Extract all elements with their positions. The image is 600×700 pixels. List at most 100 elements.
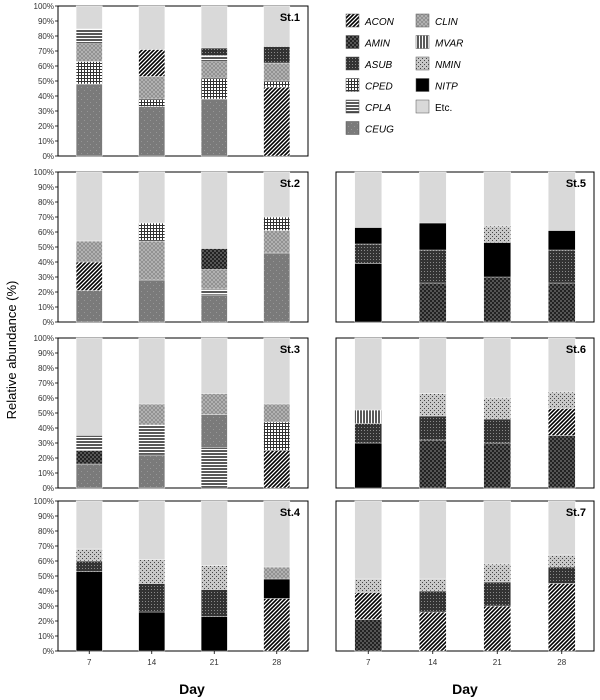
bar-segment-ceug xyxy=(138,279,166,323)
bar-segment-asub xyxy=(483,581,511,607)
bar-segment-cpla xyxy=(138,424,166,456)
y-tick-label: 70% xyxy=(38,213,54,222)
bar-segment-nmin xyxy=(483,225,511,243)
bar-segment-nmin xyxy=(548,391,576,409)
bar-segment-cped xyxy=(75,61,103,85)
bar-segment-nitp xyxy=(483,242,511,278)
bar-segment-amin xyxy=(200,248,228,270)
y-tick-label: 70% xyxy=(38,379,54,388)
legend-label: CPLA xyxy=(365,103,391,114)
x-axis-title-left: Day xyxy=(179,681,205,697)
y-tick-label: 60% xyxy=(38,228,54,237)
y-tick-label: 30% xyxy=(38,107,54,116)
bar-segment-acon xyxy=(75,261,103,291)
bar-segment-amin xyxy=(419,282,447,323)
legend-swatch xyxy=(345,78,360,92)
legend-label: CLIN xyxy=(435,17,459,28)
y-tick-label: 80% xyxy=(38,198,54,207)
bar-segment-cped xyxy=(138,98,166,107)
bar-segment-etc xyxy=(548,500,576,556)
bar-segment-clin xyxy=(263,62,291,82)
bar-segment-cped xyxy=(200,77,228,100)
panel-st-5: St.5 xyxy=(335,171,595,323)
legend-swatch xyxy=(345,35,360,49)
bar-segment-etc xyxy=(200,171,228,249)
panel-st-4: 0% 10% 20% 30% 40% 50% 60% 70% 80% 90% 100% 7 14 21 28… xyxy=(34,497,309,667)
bar-segment-nmin xyxy=(354,578,382,593)
bar-segment-asub xyxy=(354,243,382,264)
legend-item-asub: ASUB xyxy=(345,56,393,71)
x-tick-label: 14 xyxy=(428,658,437,667)
legend-item-nitp: NITP xyxy=(415,78,458,93)
bar-segment-acon xyxy=(419,611,447,652)
y-tick-label: 60% xyxy=(38,62,54,71)
y-tick-label: 10% xyxy=(38,469,54,478)
y-tick-label: 90% xyxy=(38,183,54,192)
legend-label: CEUG xyxy=(365,125,394,136)
y-tick-label: 60% xyxy=(38,394,54,403)
bar-segment-acon xyxy=(548,583,576,652)
chart-panels: 0%10%20%30%40%50%60%70%80%90%100%St.10%1… xyxy=(34,2,595,667)
bar-segment-etc xyxy=(263,5,291,47)
legend-swatch xyxy=(415,13,430,28)
bar-segment-clin xyxy=(200,61,228,79)
legend-label: NITP xyxy=(435,82,458,93)
y-tick-label: 40% xyxy=(38,258,54,267)
y-tick-label: 70% xyxy=(38,542,54,551)
legend-swatch xyxy=(415,78,430,92)
legend-swatch xyxy=(345,121,360,135)
y-tick-label: 20% xyxy=(38,454,54,463)
bar-segment-asub xyxy=(354,423,382,444)
bar-segment-asub xyxy=(200,589,228,617)
legend-label: Etc. xyxy=(435,103,452,114)
legend-label: AMIN xyxy=(364,39,391,50)
bar-segment-ceug xyxy=(200,414,228,448)
y-tick-label: 20% xyxy=(38,617,54,626)
panel-title: St.4 xyxy=(280,507,301,519)
bar-segment-etc xyxy=(354,337,382,411)
y-tick-label: 40% xyxy=(38,424,54,433)
panel-title: St.1 xyxy=(280,12,300,24)
bar-segment-etc xyxy=(548,337,576,393)
bar-segment-mvar xyxy=(354,409,382,424)
bar-segment-amin xyxy=(548,435,576,489)
bar-segment-cpla xyxy=(75,28,103,44)
bar-segment-cped xyxy=(263,421,291,451)
bar-segment-etc xyxy=(263,171,291,218)
y-tick-label: 100% xyxy=(34,168,54,177)
legend-label: MVAR xyxy=(435,39,463,50)
y-tick-label: 10% xyxy=(38,632,54,641)
bar-segment-cpla xyxy=(200,55,228,62)
legend-swatch xyxy=(415,35,430,49)
bar-segment-clin xyxy=(263,403,291,423)
y-tick-label: 80% xyxy=(38,32,54,41)
bar-segment-asub xyxy=(548,249,576,284)
bar-segment-nitp xyxy=(138,611,166,652)
legend-item-acon: ACON xyxy=(345,13,395,28)
bar-segment-etc xyxy=(75,5,103,29)
legend-label: NMIN xyxy=(435,60,461,71)
bar-segment-asub xyxy=(548,566,576,584)
legend-label: CPED xyxy=(365,82,393,93)
bar-segment-nmin xyxy=(138,559,166,584)
bar-segment-ceug xyxy=(200,98,228,157)
bar-segment-nmin xyxy=(200,565,228,590)
bar-segment-nmin xyxy=(483,563,511,583)
bar-segment-asub xyxy=(419,415,447,441)
bar-segment-nitp xyxy=(354,227,382,245)
x-tick-label: 21 xyxy=(493,658,502,667)
bar-segment-etc xyxy=(138,171,166,224)
legend-swatch xyxy=(345,99,360,114)
legend-item-cpla: CPLA xyxy=(345,99,391,114)
bar-segment-ceug xyxy=(200,294,228,323)
panel-st-3: 0% 10% 20% 30% 40% 50% 60% 70% 80% 90% 100% St.3 xyxy=(34,334,309,493)
panel-title: St.5 xyxy=(566,178,586,190)
bar-segment-ceug xyxy=(263,252,291,323)
bar-segment-amin xyxy=(483,442,511,489)
legend-label: ACON xyxy=(364,17,395,28)
bar-segment-nitp xyxy=(354,442,382,489)
legend-swatch xyxy=(345,56,360,71)
bar-segment-etc xyxy=(138,5,166,50)
y-tick-label: 100% xyxy=(34,2,54,11)
bar-segment-etc xyxy=(483,171,511,227)
